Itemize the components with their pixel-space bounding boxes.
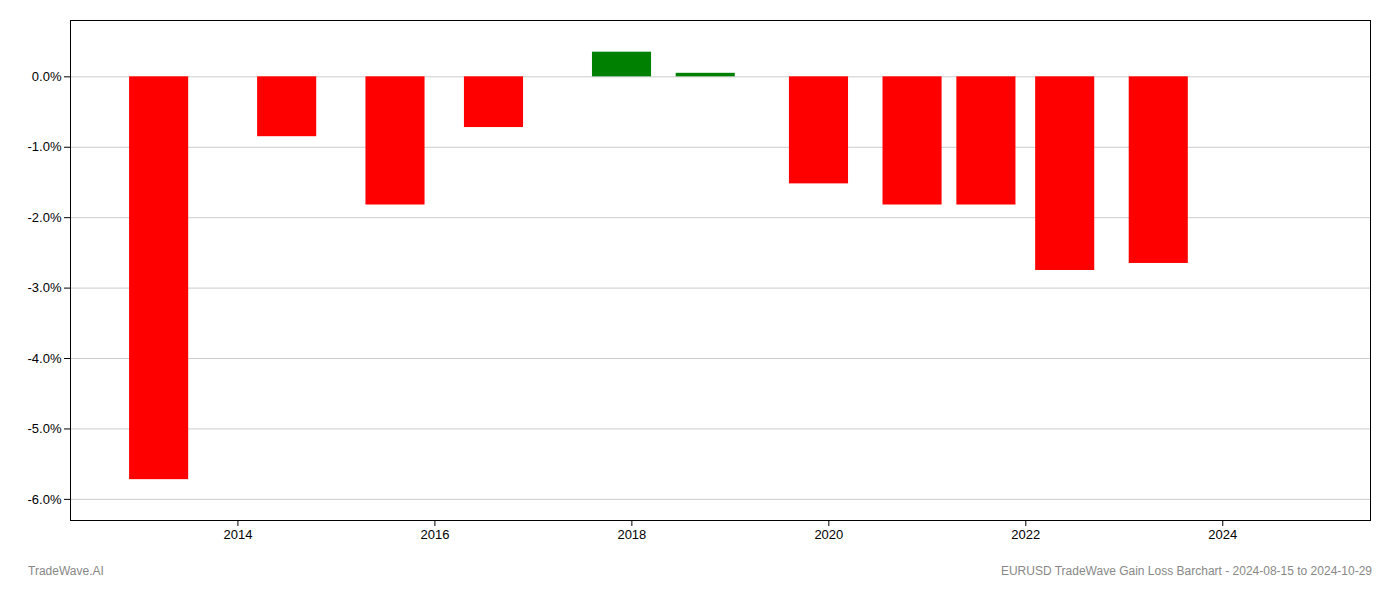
- svg-text:-5.0%: -5.0%: [28, 421, 62, 436]
- svg-text:0.0%: 0.0%: [32, 69, 62, 84]
- svg-text:-2.0%: -2.0%: [28, 210, 62, 225]
- svg-text:-6.0%: -6.0%: [28, 492, 62, 507]
- svg-text:2014: 2014: [223, 527, 252, 542]
- svg-text:2016: 2016: [420, 527, 449, 542]
- svg-text:-4.0%: -4.0%: [28, 351, 62, 366]
- svg-text:2020: 2020: [814, 527, 843, 542]
- svg-text:2018: 2018: [617, 527, 646, 542]
- html-text:EURUSD TradeWave Gain Loss Bar: EURUSD TradeWave Gain Loss Barchart - 20…: [1000, 564, 1372, 578]
- svg-text:-1.0%: -1.0%: [28, 139, 62, 154]
- html-text:TradeWave.AI: TradeWave.AI: [28, 564, 104, 578]
- svg-text:2024: 2024: [1208, 527, 1237, 542]
- svg-text:2022: 2022: [1011, 527, 1040, 542]
- svg-text:-3.0%: -3.0%: [28, 280, 62, 295]
